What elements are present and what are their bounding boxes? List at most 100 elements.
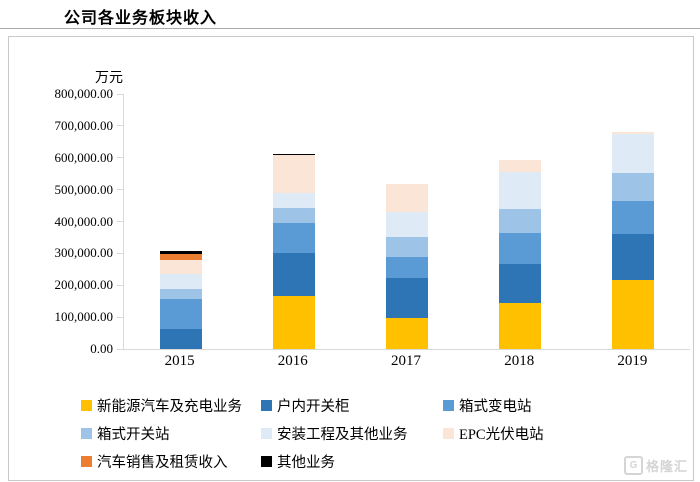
bar-segment-2015 <box>159 254 202 261</box>
bar-segment-2019 <box>612 131 655 134</box>
legend-label: EPC光伏电站 <box>459 427 544 443</box>
y-axis-tick-label: 400,000.00 <box>54 213 114 229</box>
y-axis-tick-label: 800,000.00 <box>54 86 114 101</box>
legend-label: 户内开关柜 <box>277 399 350 415</box>
bar-segment-2017 <box>386 237 428 258</box>
legend-label: 其他业务 <box>277 455 335 471</box>
bar-segment-2015 <box>159 289 202 299</box>
gelonghui-watermark-text: 格隆汇 <box>645 459 688 474</box>
legend-swatch-icon <box>443 428 454 439</box>
bar-segment-2015 <box>159 274 202 290</box>
y-axis-tick-mark <box>117 157 123 159</box>
y-axis-tick-mark <box>117 221 123 222</box>
bar-slot-2015 <box>124 94 237 349</box>
y-axis-tick-label: 700,000.00 <box>54 117 114 133</box>
bar-segment-2018 <box>499 159 542 172</box>
bar-segment-2016 <box>272 253 315 297</box>
bar-segment-2017 <box>386 257 428 279</box>
y-axis-unit-label: 万元 <box>95 71 123 86</box>
y-axis-tick-label: 200,000.00 <box>54 277 114 293</box>
x-axis-label-2017: 2017 <box>391 353 421 369</box>
bar-segment-2018 <box>499 263 542 303</box>
bar-slot-2019 <box>577 94 690 349</box>
bar-segment-2016 <box>272 153 315 156</box>
y-axis-tick-label: 600,000.00 <box>54 149 114 165</box>
legend-item: 箱式变电站 <box>443 395 671 416</box>
bar-segment-2019 <box>612 133 655 174</box>
gelonghui-watermark: G 格隆汇 <box>623 456 688 475</box>
bar-segment-2015 <box>159 328 202 349</box>
bar-segment-2015 <box>159 260 202 275</box>
bar-segment-2016 <box>272 155 315 194</box>
stacked-bar-2018 <box>499 159 542 349</box>
bar-segment-2018 <box>499 302 542 349</box>
bar-segment-2016 <box>272 223 315 254</box>
bar-segment-2018 <box>499 171 542 210</box>
legend-item: 箱式开关站 <box>81 423 261 444</box>
legend-swatch-icon <box>81 428 92 439</box>
y-axis-tick-mark <box>117 189 123 191</box>
bar-segment-2016 <box>272 208 315 224</box>
legend-item: EPC光伏电站 <box>443 423 671 444</box>
bar-segment-2017 <box>386 318 428 349</box>
legend-label: 安装工程及其他业务 <box>277 427 408 443</box>
stacked-bar-2015 <box>159 251 202 349</box>
y-axis-tick-mark <box>117 316 123 318</box>
x-axis-label-2015: 2015 <box>164 353 195 369</box>
bar-segment-2015 <box>159 251 202 255</box>
bar-segment-2018 <box>499 233 542 264</box>
title-divider <box>0 28 700 29</box>
page-title: 公司各业务板块收入 <box>64 10 218 27</box>
y-axis-tick-label: 0.00 <box>90 341 113 356</box>
legend-item: 户内开关柜 <box>261 395 443 416</box>
bar-segment-2016 <box>272 193 315 209</box>
x-axis-label-2019: 2019 <box>617 353 648 369</box>
y-axis-tick-label: 100,000.00 <box>54 309 114 325</box>
legend-item: 汽车销售及租赁收入 <box>81 451 261 472</box>
gelonghui-logo-icon: G <box>623 456 643 475</box>
legend-swatch-icon <box>261 428 272 439</box>
legend-label: 汽车销售及租赁收入 <box>97 455 228 471</box>
stacked-bar-2019 <box>612 131 655 349</box>
y-axis-tick-mark <box>117 348 123 350</box>
bar-segment-2019 <box>612 280 655 349</box>
legend-swatch-icon <box>261 456 272 467</box>
x-axis-label-2018: 2018 <box>504 353 535 369</box>
plot-area: 0.00 100,000.00 200,000.00 300,000.00 400,00… <box>55 87 690 356</box>
x-axis-label-2016: 2016 <box>277 353 308 369</box>
bar-segment-2019 <box>612 234 655 281</box>
legend-swatch-icon <box>81 400 92 411</box>
stacked-bar-2017 <box>386 184 428 349</box>
legend-item: 新能源汽车及充电业务 <box>81 395 261 416</box>
legend-item: 其他业务 <box>261 451 443 472</box>
bar-slot-2018 <box>464 94 577 349</box>
bar-segment-2015 <box>159 298 202 329</box>
bar-segment-2016 <box>272 296 315 349</box>
legend-swatch-icon <box>81 456 92 467</box>
bar-segment-2019 <box>612 173 655 202</box>
y-axis-tick-mark <box>117 252 123 254</box>
bar-segment-2017 <box>386 184 428 213</box>
y-axis-tick-label: 300,000.00 <box>54 245 114 261</box>
y-axis-tick-label: 500,000.00 <box>54 181 114 197</box>
x-axis-labels: 2015 2016 2017 2018 2019 <box>123 353 689 370</box>
bar-segment-2019 <box>612 201 655 235</box>
stacked-bar-2016 <box>272 153 315 349</box>
legend-label: 箱式开关站 <box>97 427 170 443</box>
bar-segment-2017 <box>386 278 428 319</box>
chart-frame: 万元 0.00 100,000.00 200,000.00 300,000.00 400… <box>8 36 694 481</box>
y-axis-tick-mark <box>117 284 123 286</box>
bar-segment-2017 <box>386 212 428 238</box>
legend-swatch-icon <box>261 400 272 411</box>
bar-slot-2017 <box>350 94 463 349</box>
bar-slot-2016 <box>237 94 350 349</box>
legend-label: 箱式变电站 <box>459 399 532 415</box>
bar-segment-2018 <box>499 209 542 234</box>
legend-item: 安装工程及其他业务 <box>261 423 443 444</box>
legend-swatch-icon <box>443 400 454 411</box>
chart-legend: 新能源汽车及充电业务 户内开关柜 箱式变电站箱式开关站 安装工程及其他业务 EPC光伏电… <box>81 395 671 472</box>
y-axis-tick-mark <box>117 125 123 127</box>
y-axis-tick-mark <box>117 93 123 95</box>
bar-series-container <box>124 94 690 349</box>
legend-label: 新能源汽车及充电业务 <box>97 399 242 415</box>
